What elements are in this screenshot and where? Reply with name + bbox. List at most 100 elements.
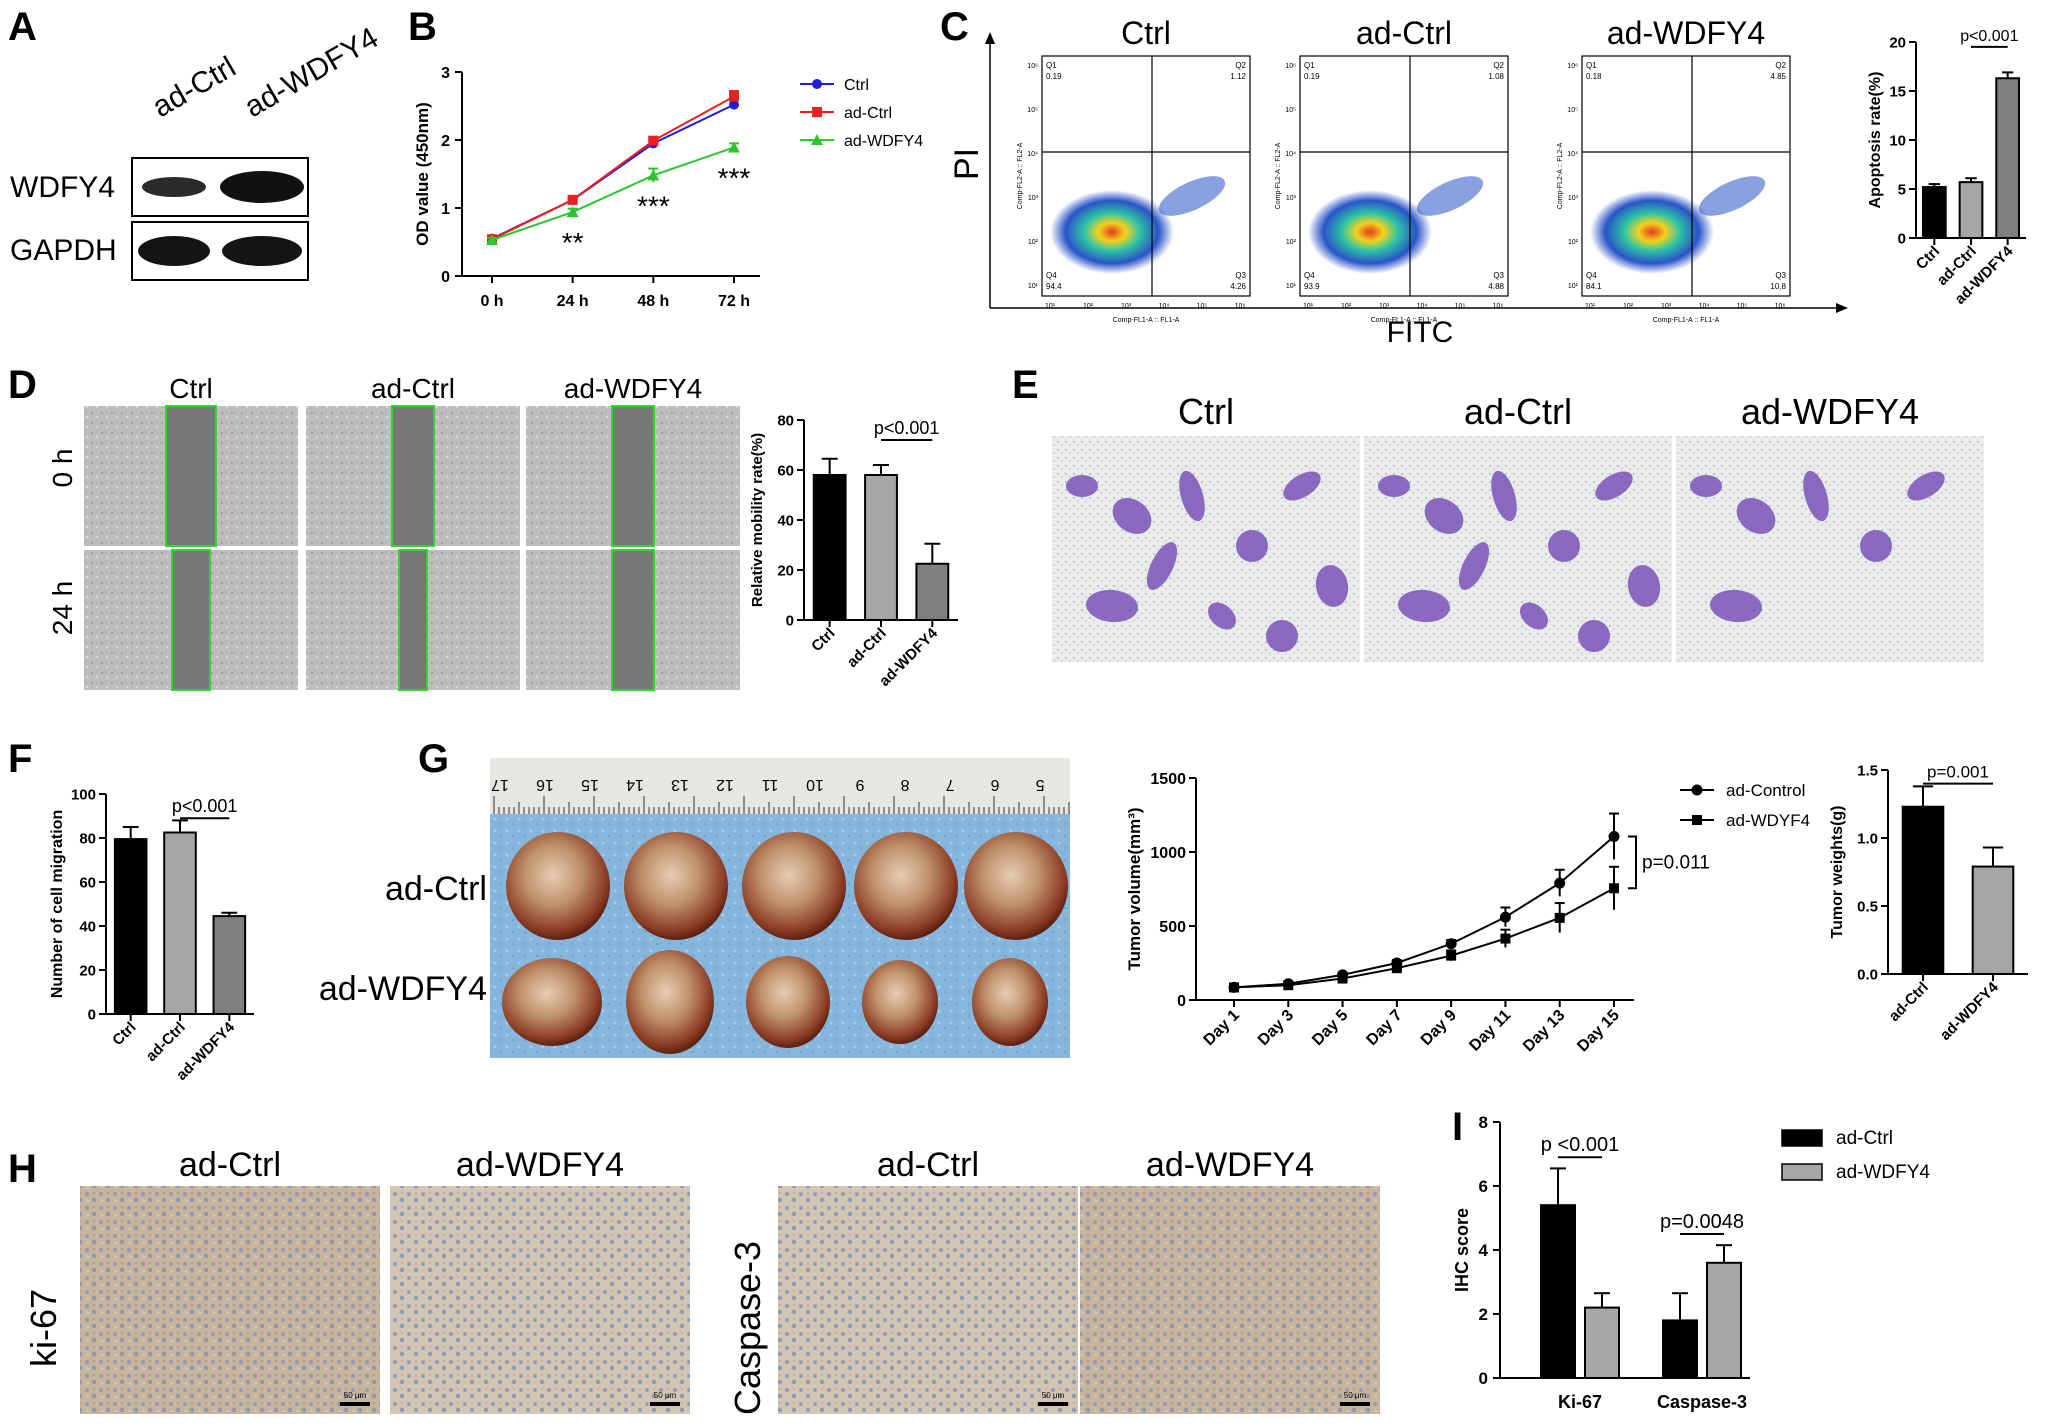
significance-bracket [1628,835,1637,890]
data-point [1337,973,1348,984]
data-point [1554,912,1565,923]
y-tick-label: 8 [1479,1113,1488,1132]
quadrant-value: 0.19 [1046,72,1062,81]
x-tick-label: 24 h [557,293,589,310]
quadrant-value: 1.08 [1488,72,1504,81]
bar [1958,181,1984,239]
stained-cell [1398,589,1450,623]
stained-cell [1266,620,1298,652]
flow-group-title: ad-WDFY4 [1607,15,1765,51]
decade-tick-label: 10⁵ [1567,107,1578,114]
ruler-number: 16 [536,776,554,793]
bar [1971,865,2015,975]
flow-density-tail [1416,176,1484,216]
decade-tick-label: 10³ [1661,303,1672,310]
data-point [729,99,739,110]
x-tick-label: 48 h [637,293,669,310]
quadrant-label: Q1 [1304,61,1315,70]
scale-bar-label: 50 μm [654,1391,677,1400]
y-tick-label: 15 [1889,83,1906,100]
series-line [1233,835,1615,989]
wound-gap [611,405,655,547]
y-tick-label: 10 [1889,132,1906,149]
bar [1995,77,2021,240]
x-tick-label: Day 15 [1574,1007,1623,1056]
scale-bar [340,1402,370,1406]
tumor-adctrl [964,832,1068,940]
scale-bar [650,1402,680,1406]
quadrant-label: Q4 [1586,271,1597,280]
p-value-label: p=0.001 [1927,763,1989,782]
decade-tick-label: 10² [1028,239,1039,246]
bar [1921,186,1947,239]
transwell-column-title: ad-WDFY4 [1741,391,1919,432]
stained-cell [1710,589,1762,623]
y-tick-label: 1.0 [1857,830,1878,847]
ruler-number: 13 [671,776,689,793]
ruler-number: 7 [945,776,954,793]
y-tick-label: 4 [1479,1241,1489,1260]
legend-marker [1692,815,1702,825]
panel-d-bar-chart: 0 20 40 60 80 Relative mobility rate(%) Ctrl ad… [749,412,958,690]
ihc-image [390,1186,690,1414]
decade-tick-label: 10³ [1028,195,1039,202]
data-point [647,169,660,181]
wb-band [138,236,210,266]
y-tick-label: 0 [786,612,794,629]
bar [163,831,197,1015]
x-tick-label: 0 h [480,293,503,310]
y-tick-label: 2 [441,133,450,150]
stained-cell [1736,498,1776,534]
tumor-adwdfy4 [502,958,602,1046]
quadrant-label: Q2 [1775,61,1786,70]
quadrant-label: Q1 [1046,61,1057,70]
y-tick-label: 80 [777,412,794,429]
y-tick-label: 0.0 [1857,966,1878,983]
x-tick-label: Day 9 [1418,1007,1460,1049]
data-point [1608,830,1620,842]
transwell-column-title: Ctrl [1178,391,1234,432]
legend-marker [1691,784,1703,796]
wound-column-title: Ctrl [169,373,213,404]
data-point [1391,963,1402,974]
x-tick-label: Day 1 [1201,1007,1243,1049]
panel-g-weight-chart: 0.0 0.5 1.0 1.5 Tumor weights(g) ad-Ctrl ad-WD… [1829,762,2028,1044]
decade-tick-label: 10² [1286,239,1297,246]
panel-letter-f: F [8,737,32,781]
stained-cell [1458,542,1490,590]
wound-gap [398,549,428,691]
decade-tick-label: 10¹ [1585,303,1596,310]
y-tick-label: 1 [441,201,450,218]
data-point [648,135,659,146]
stained-cell [1283,471,1321,501]
y-axis-label: IHC score [1452,1208,1472,1292]
y-axis-label: Tumor volume(mm³) [1125,807,1144,970]
series-line [491,103,735,240]
panel-letter-d: D [8,363,37,407]
decade-tick-label: 10³ [1568,195,1579,202]
stained-cell [1595,471,1633,501]
x-tick-label: 72 h [718,293,750,310]
wb-row-gapdh: GAPDH [10,234,117,267]
data-point [1229,982,1239,993]
tumor-adwdfy4 [746,956,830,1048]
wb-col-adwdfy4: ad-WDFY4 [239,21,384,124]
significance-stars: *** [718,162,751,193]
y-tick-label: 20 [79,962,96,979]
ihc-column-title: ad-Ctrl [877,1146,979,1184]
ruler-number: 8 [900,776,909,793]
ruler-number: 14 [626,776,644,793]
bar [1584,1306,1620,1379]
tumor-adwdfy4 [862,960,938,1044]
quadrant-value: 0.19 [1304,72,1320,81]
wb-col-adctrl: ad-Ctrl [147,50,241,124]
flow-x-axis-label: FITC [1387,316,1454,349]
decade-tick-label: 10⁴ [1285,151,1296,158]
y-tick-label: 1500 [1150,771,1186,788]
data-point [1554,877,1566,889]
x-tick-label: ad-Ctrl [1886,979,1932,1025]
y-tick-label: 500 [1159,919,1186,936]
quadrant-label: Q2 [1235,61,1246,70]
y-tick-label: 0 [1898,230,1906,247]
quadrant-value: 93.9 [1304,282,1320,291]
